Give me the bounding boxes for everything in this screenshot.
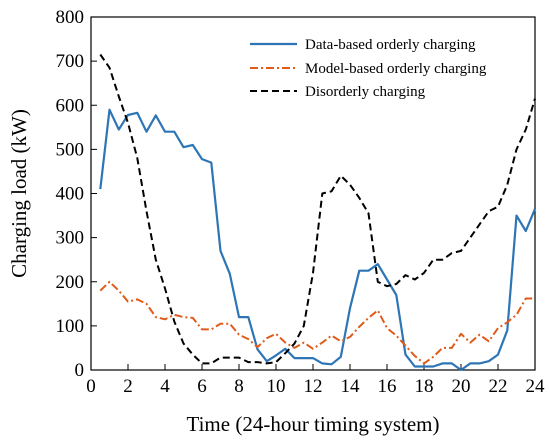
x-tick-label: 0 <box>86 376 96 397</box>
y-tick-label: 700 <box>56 51 85 72</box>
plot-area: 0 2 4 6 8 10 12 14 16 18 20 22 24 010020030040050060… <box>56 7 546 397</box>
y-tick-label: 300 <box>56 228 85 249</box>
x-tick-label: 10 <box>267 376 286 397</box>
series-line-3 <box>99 53 536 365</box>
y-axis-ticks: 0 100 200 300 400 500 600 700 800 <box>56 7 97 381</box>
y-tick-label: 800 <box>56 7 85 28</box>
y-tick-label: 200 <box>56 272 85 293</box>
x-tick-label: 20 <box>452 376 471 397</box>
x-tick-label: 24 <box>526 376 546 397</box>
x-tick-label: 2 <box>123 376 133 397</box>
x-axis-ticks: 0 2 4 6 8 10 12 14 16 18 20 22 24 <box>86 364 545 397</box>
series-line-2 <box>99 280 535 365</box>
y-axis-title: Charging load (kW) <box>7 109 31 278</box>
x-tick-label: 12 <box>304 376 323 397</box>
x-tick-label: 14 <box>341 376 361 397</box>
x-tick-label: 22 <box>489 376 508 397</box>
y-tick-label: 500 <box>56 139 85 160</box>
x-tick-label: 4 <box>160 376 170 397</box>
x-tick-label: 18 <box>415 376 434 397</box>
series-line-1 <box>99 108 537 372</box>
y-tick-label: 400 <box>56 184 85 205</box>
y-tick-label: 100 <box>56 316 85 337</box>
x-tick-label: 8 <box>234 376 244 397</box>
x-tick-label: 6 <box>197 376 207 397</box>
y-tick-label: 0 <box>75 360 85 381</box>
legend-label-model-based: Model-based orderly charging <box>305 61 487 77</box>
legend: Data-based orderly charging Model-based … <box>250 37 487 100</box>
x-tick-label: 16 <box>378 376 397 397</box>
legend-label-disorderly: Disorderly charging <box>305 84 426 100</box>
x-axis-title: Time (24-hour timing system) <box>187 412 440 436</box>
series-layer <box>99 53 537 372</box>
legend-label-data-based: Data-based orderly charging <box>305 37 476 53</box>
y-tick-label: 600 <box>56 95 85 116</box>
